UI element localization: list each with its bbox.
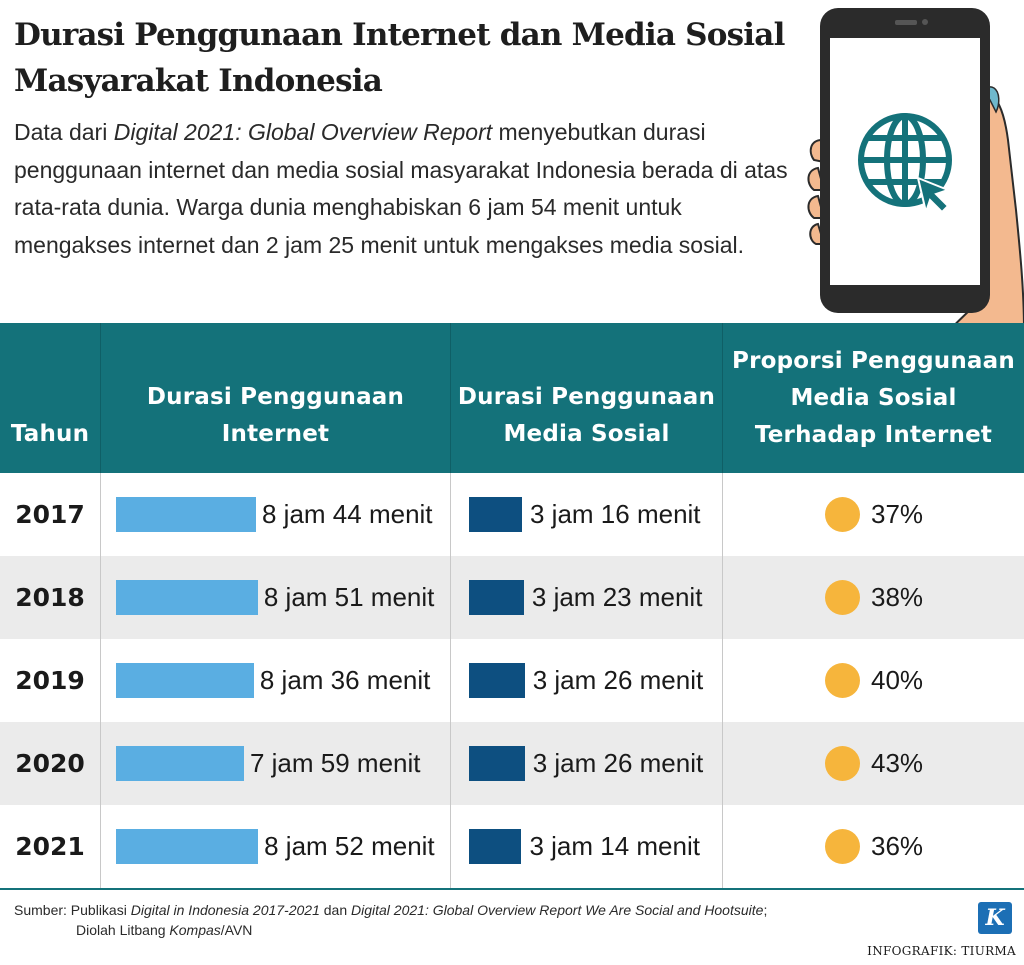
- table-row: 2019 8 jam 36 menit 3 jam 26 menit 40%: [0, 639, 1024, 722]
- intro-text-2: menyebutkan durasi penggunaan internet d…: [14, 119, 788, 258]
- source-publication-1: Digital in Indonesia 2017-2021: [130, 902, 320, 918]
- source-text-1: Sumber: Publikasi: [14, 902, 131, 918]
- column-divider: [450, 473, 451, 888]
- column-divider: [100, 473, 101, 888]
- proportion-dot: [825, 580, 860, 615]
- intro-report-name: Digital 2021: Global Overview Report: [113, 119, 493, 145]
- row-year: 2017: [15, 500, 85, 529]
- header-media: Durasi Penggunaan Media Sosial: [451, 323, 722, 473]
- page-title: Durasi Penggunaan Internet dan Media Sos…: [14, 12, 804, 104]
- internet-duration-bar: [116, 497, 256, 532]
- source-note: Sumber: Publikasi Digital in Indonesia 2…: [14, 900, 914, 940]
- internet-duration-label: 8 jam 36 menit: [259, 665, 431, 695]
- header-internet-line-2: Internet: [221, 421, 330, 447]
- row-year: 2020: [15, 749, 85, 778]
- phone-globe-illustration: [807, 8, 1024, 330]
- source-text-3: ;: [763, 902, 768, 918]
- proportion-label: 37%: [871, 499, 924, 529]
- table-row: 2020 7 jam 59 menit 3 jam 26 menit 43%: [0, 722, 1024, 805]
- title-line-2: Masyarakat Indonesia: [14, 63, 383, 99]
- header-media-line-1: Durasi Penggunaan: [457, 384, 716, 410]
- proportion-dot: [825, 829, 860, 864]
- table-row: 2017 8 jam 44 menit 3 jam 16 menit 37%: [0, 473, 1024, 556]
- proportion-label: 38%: [871, 582, 924, 612]
- row-year: 2018: [15, 583, 85, 612]
- intro-text-1: Data dari: [14, 119, 114, 145]
- header-divider: [100, 323, 101, 473]
- internet-duration-bar: [116, 580, 258, 615]
- internet-duration-label: 8 jam 51 menit: [263, 582, 435, 612]
- header-divider: [450, 323, 451, 473]
- source-text-2: dan: [319, 902, 351, 918]
- proportion-dot: [825, 663, 860, 698]
- intro-paragraph: Data dari Digital 2021: Global Overview …: [14, 114, 804, 264]
- proportion-label: 43%: [871, 748, 924, 778]
- header-year-label: Tahun: [10, 420, 90, 447]
- kompas-logo: K: [978, 902, 1012, 934]
- internet-duration-bar: [116, 829, 259, 864]
- source-publication-2: Digital 2021: Global Overview Report We …: [351, 902, 764, 918]
- media-duration-label: 3 jam 23 menit: [531, 582, 703, 612]
- internet-duration-bar: [116, 746, 244, 781]
- table-row: 2018 8 jam 51 menit 3 jam 23 menit 38%: [0, 556, 1024, 639]
- media-duration-bar: [469, 580, 524, 615]
- media-duration-bar: [469, 746, 525, 781]
- proportion-dot: [825, 497, 860, 532]
- table-header: Tahun Durasi Penggunaan Internet Durasi …: [0, 323, 1024, 473]
- media-duration-bar: [469, 497, 522, 532]
- table-row: 2021 8 jam 52 menit 3 jam 14 menit 36%: [0, 805, 1024, 888]
- header-media-line-2: Media Sosial: [503, 421, 670, 447]
- media-duration-bar: [469, 663, 525, 698]
- source-kompas: Kompas: [169, 922, 221, 938]
- header-proportion-line-1: Proporsi Penggunaan: [732, 347, 1015, 374]
- media-duration-bar: [469, 829, 522, 864]
- header-year: Tahun: [0, 323, 100, 473]
- source-text-4: Diolah Litbang: [76, 922, 170, 938]
- header-proportion: Proporsi Penggunaan Media Sosial Terhada…: [723, 323, 1024, 473]
- header-internet: Durasi Penggunaan Internet: [101, 323, 450, 473]
- column-divider: [722, 473, 723, 888]
- proportion-dot: [825, 746, 860, 781]
- media-duration-label: 3 jam 14 menit: [529, 831, 700, 861]
- header-internet-line-1: Durasi Penggunaan: [146, 384, 405, 410]
- media-duration-label: 3 jam 26 menit: [532, 748, 704, 778]
- header-divider: [722, 323, 723, 473]
- media-duration-label: 3 jam 16 menit: [530, 499, 701, 529]
- row-year: 2021: [15, 832, 85, 861]
- internet-duration-label: 8 jam 44 menit: [262, 499, 433, 529]
- title-line-1: Durasi Penggunaan Internet dan Media Sos…: [14, 17, 785, 53]
- media-duration-label: 3 jam 26 menit: [532, 665, 704, 695]
- row-year: 2019: [15, 666, 85, 695]
- source-text-5: /AVN: [220, 922, 253, 938]
- header-proportion-line-3: Terhadap Internet: [754, 421, 993, 448]
- proportion-label: 36%: [871, 831, 924, 861]
- internet-duration-bar: [116, 663, 254, 698]
- internet-duration-label: 7 jam 59 menit: [249, 748, 421, 778]
- internet-duration-label: 8 jam 52 menit: [264, 831, 435, 861]
- proportion-label: 40%: [871, 665, 924, 695]
- infographic-credit: INFOGRAFIK: TIURMA: [867, 944, 1016, 958]
- header-proportion-line-2: Media Sosial: [790, 384, 957, 411]
- table-bottom-rule: [0, 888, 1024, 890]
